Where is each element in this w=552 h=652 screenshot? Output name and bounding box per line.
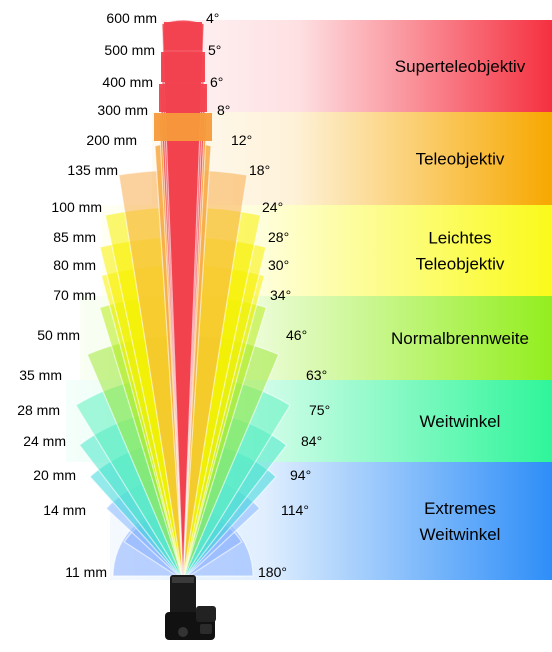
- focal-length-label: 100 mm: [51, 199, 102, 215]
- focal-length-label: 35 mm: [19, 367, 62, 383]
- focal-length-label: 135 mm: [67, 162, 118, 178]
- angle-label: 46°: [286, 327, 307, 343]
- focal-length-label: 28 mm: [17, 402, 60, 418]
- focal-length-label: 85 mm: [53, 229, 96, 245]
- focal-length-label: 200 mm: [86, 132, 137, 148]
- focal-length-label: 24 mm: [23, 433, 66, 449]
- focal-length-label: 70 mm: [53, 287, 96, 303]
- focal-length-label: 20 mm: [33, 467, 76, 483]
- angle-label: 63°: [306, 367, 327, 383]
- category-label: Normalbrennweite: [391, 329, 529, 348]
- angle-label: 34°: [270, 287, 291, 303]
- angle-label: 18°: [249, 162, 270, 178]
- tele-block-3: [159, 84, 207, 112]
- angle-label: 30°: [268, 257, 289, 273]
- category-label: Teleobjektiv: [416, 150, 505, 169]
- angle-label: 94°: [290, 467, 311, 483]
- angle-label: 12°: [231, 132, 252, 148]
- focal-length-label: 300 mm: [97, 102, 148, 118]
- focal-length-label: 50 mm: [37, 327, 80, 343]
- angle-label: 75°: [309, 402, 330, 418]
- tele-block-2: [161, 52, 205, 82]
- angle-label: 114°: [281, 502, 309, 518]
- category-label: Weitwinkel: [420, 412, 501, 431]
- angle-label: 6°: [210, 74, 223, 90]
- category-label: Extremes Weitwinkel: [420, 499, 501, 544]
- focal-length-label: 11 mm: [65, 564, 107, 580]
- angle-label: 84°: [301, 433, 322, 449]
- focal-length-label: 600 mm: [106, 10, 157, 26]
- tele-block-4: [154, 113, 212, 141]
- angle-sector-1: [161, 19, 205, 581]
- tele-block-1: [164, 22, 202, 50]
- angle-of-view-sectors: [75, 19, 291, 583]
- focal-length-label: 80 mm: [53, 257, 96, 273]
- category-label: Leichtes Teleobjektiv: [416, 229, 505, 274]
- focal-length-label: 14 mm: [43, 502, 86, 518]
- angle-label: 24°: [262, 199, 283, 215]
- focal-length-label: 400 mm: [102, 74, 153, 90]
- angle-label: 180°: [258, 564, 287, 580]
- angle-label: 4°: [206, 10, 219, 26]
- category-label: Superteleobjektiv: [395, 57, 526, 76]
- camera-icon: [165, 575, 216, 640]
- category-labels: Superteleobjektiv Teleobjektiv Leichtes Tel…: [391, 57, 529, 544]
- angle-label: 8°: [217, 102, 230, 118]
- angle-label: 28°: [268, 229, 289, 245]
- focal-length-label: 500 mm: [104, 42, 155, 58]
- focal-length-labels: 600 mm 4° 500 mm 5° 400 mm 6° 300 mm 8° 200 mm 12…: [17, 10, 330, 580]
- angle-label: 5°: [208, 42, 221, 58]
- category-band-1: [162, 20, 552, 112]
